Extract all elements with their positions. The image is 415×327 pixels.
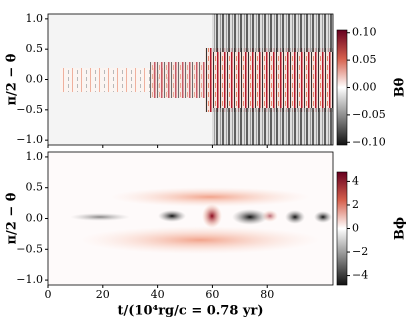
x-tick-label: 60 xyxy=(205,288,219,301)
y-tick-label: −1.0 xyxy=(16,273,43,286)
colorbar-tick-label: 0.10 xyxy=(352,26,377,39)
y-tick-label: 1.0 xyxy=(26,12,44,25)
colorbar xyxy=(336,171,348,286)
colorbar-tick-label: 0.00 xyxy=(352,81,377,94)
colorbar-tick-label: 0 xyxy=(352,222,359,235)
x-tick-label: 20 xyxy=(96,288,110,301)
colorbar-tick-label: −0.10 xyxy=(352,135,386,148)
y-tick-label: −0.5 xyxy=(16,242,43,255)
colorbar xyxy=(336,29,348,146)
x-axis-label: t/(10⁴rg/c = 0.78 yr) xyxy=(118,304,264,319)
y-tick-label: 0.0 xyxy=(26,212,44,225)
x-tick-label: 40 xyxy=(151,288,165,301)
y-axis-label: π/2 − θ xyxy=(5,192,20,244)
y-tick-label: 0.5 xyxy=(26,181,44,194)
y-tick-label: −0.5 xyxy=(16,103,43,116)
y-tick-label: 0.5 xyxy=(26,42,44,55)
colorbar-tick-label: 4 xyxy=(352,174,359,187)
x-tick-label: 0 xyxy=(45,288,52,301)
colorbar-label: Bθ xyxy=(393,77,408,97)
y-tick-label: 1.0 xyxy=(26,150,44,163)
colorbar-tick-label: −0.05 xyxy=(352,108,386,121)
colorbar-tick-label: −4 xyxy=(352,269,368,282)
heatmap-image xyxy=(48,14,333,285)
colorbar-tick-label: 0.05 xyxy=(352,53,377,66)
colorbar-label: Bϕ xyxy=(393,217,408,240)
y-tick-label: −1.0 xyxy=(16,133,43,146)
colorbar-tick-label: −2 xyxy=(352,245,368,258)
y-tick-label: 0.0 xyxy=(26,73,44,86)
colorbar-tick-label: 2 xyxy=(352,198,359,211)
x-tick-label: 80 xyxy=(260,288,274,301)
y-axis-label: π/2 − θ xyxy=(5,53,20,105)
